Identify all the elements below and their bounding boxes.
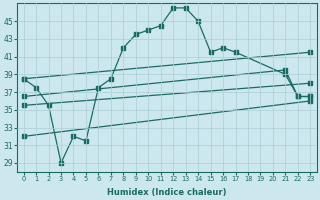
X-axis label: Humidex (Indice chaleur): Humidex (Indice chaleur) (107, 188, 227, 197)
